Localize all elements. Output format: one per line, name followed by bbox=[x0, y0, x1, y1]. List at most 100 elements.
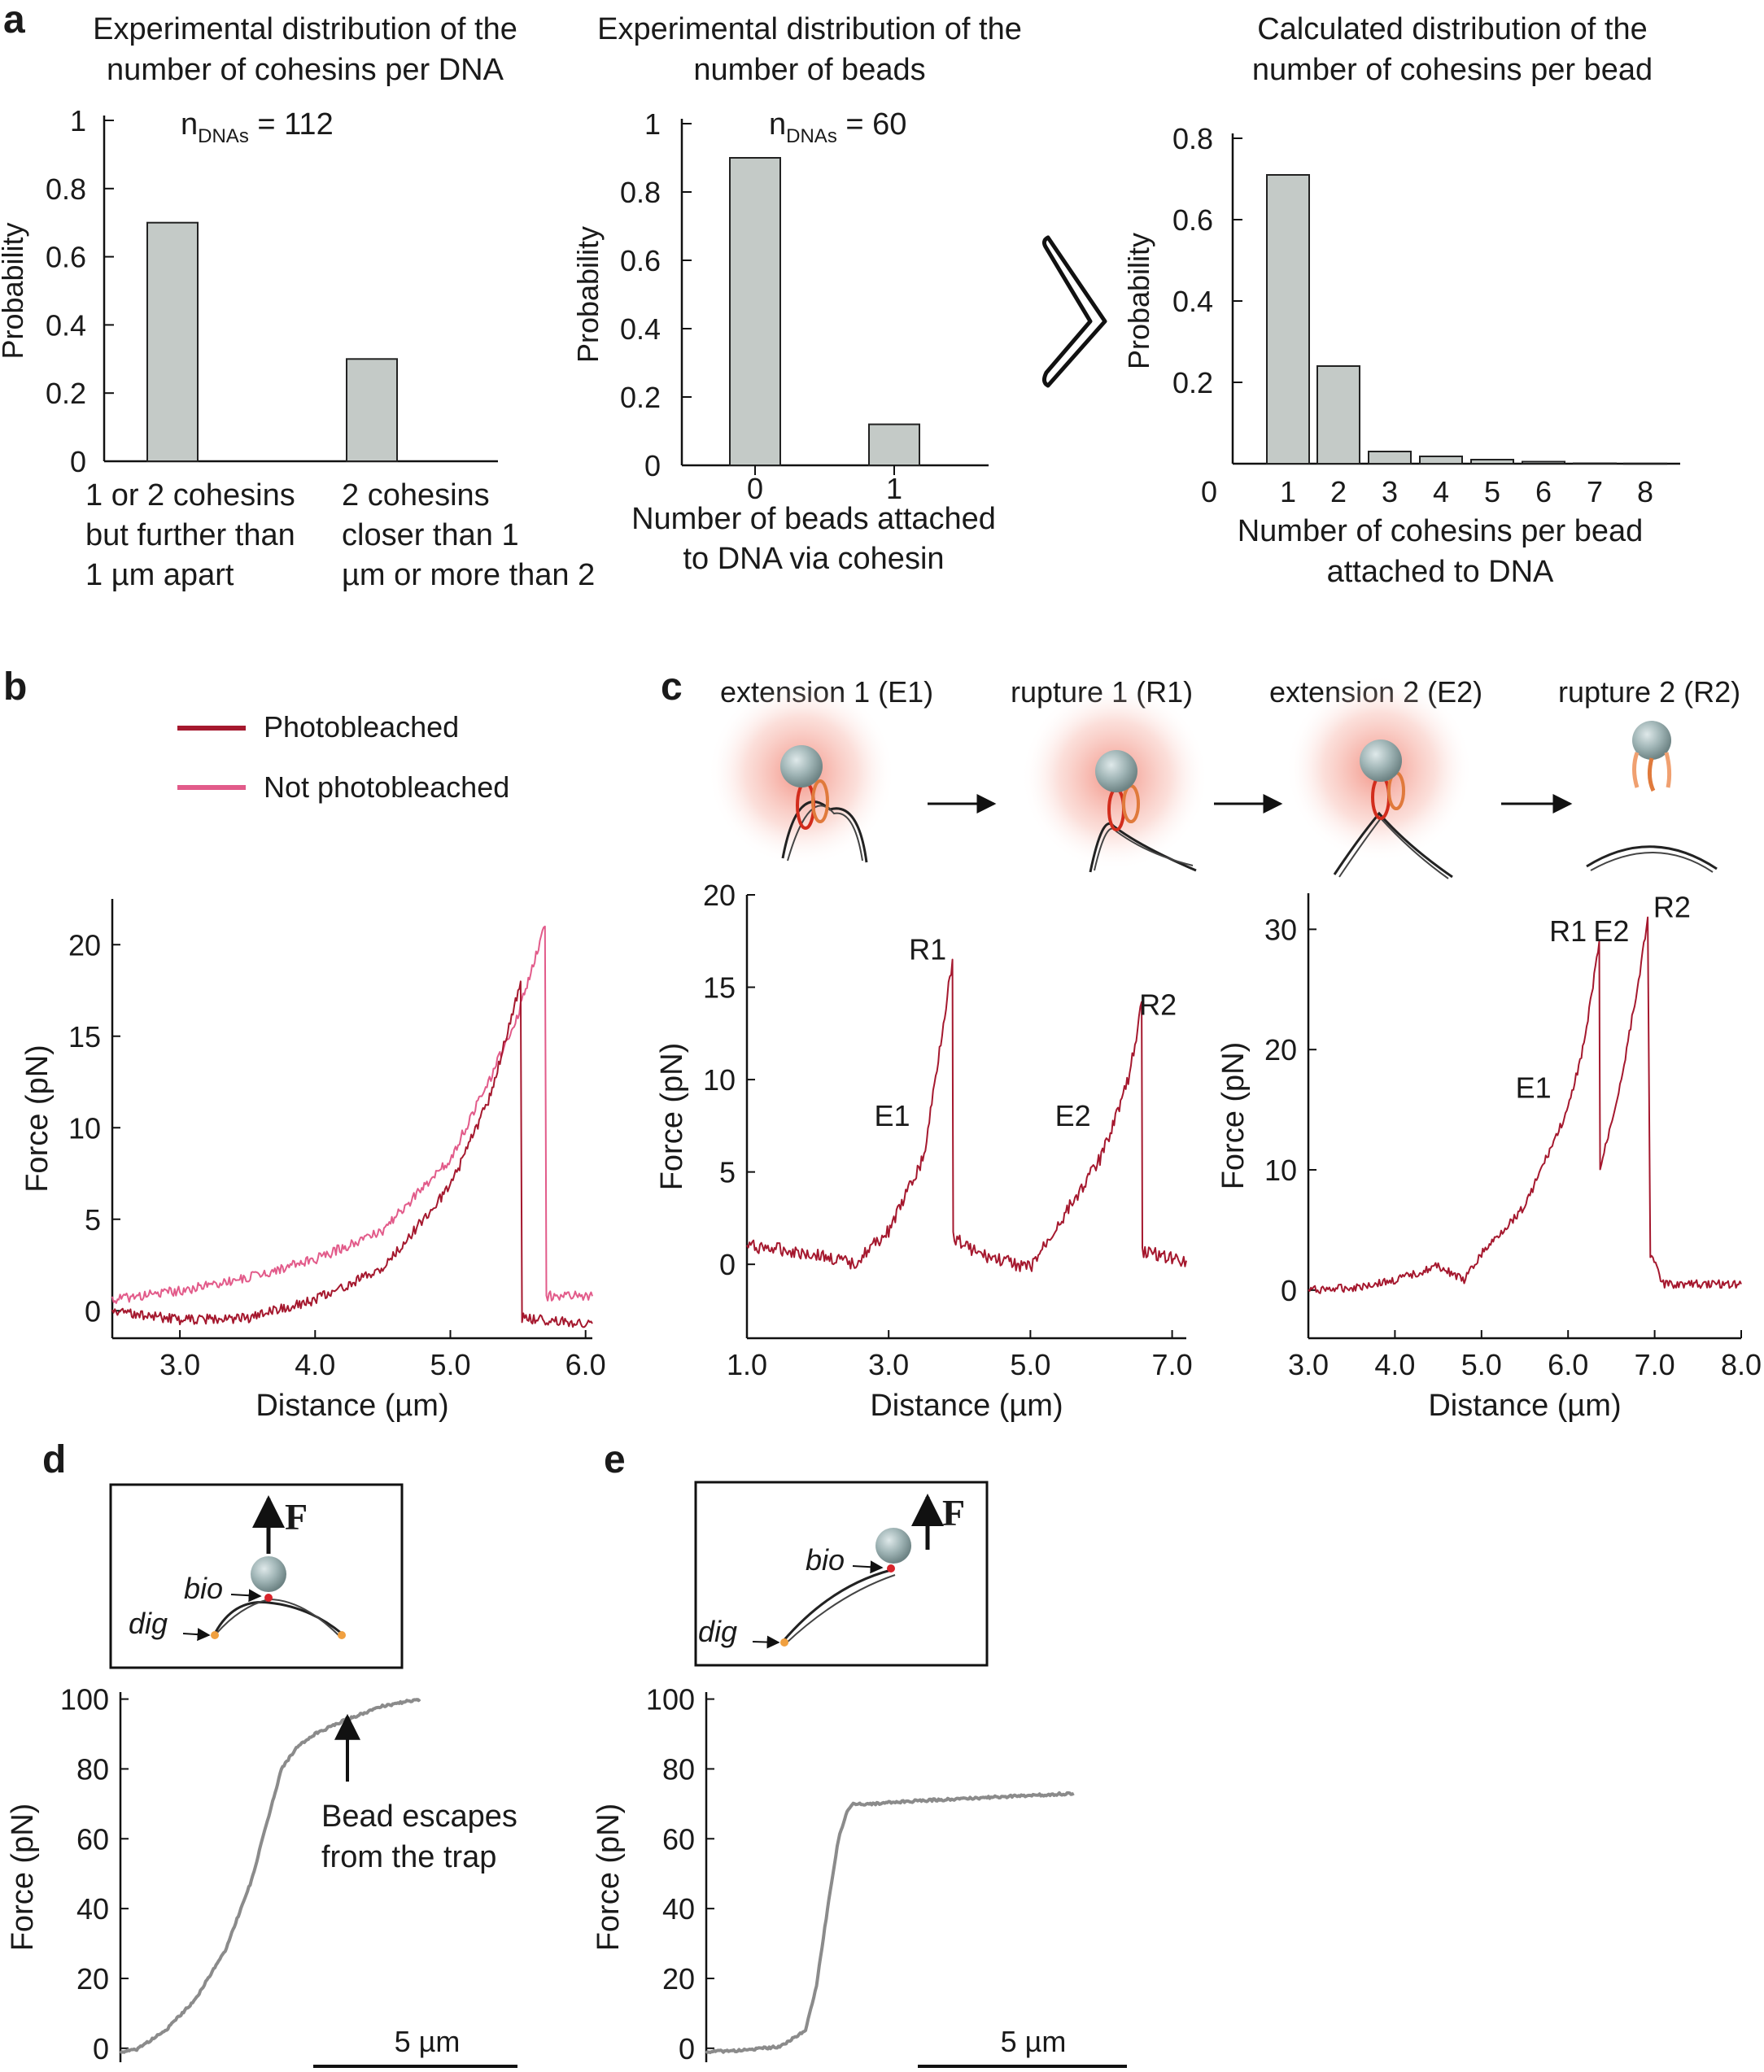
x-tick-label-c1-3: 7.0 bbox=[1152, 1348, 1193, 1381]
legend-label-photobleached: Photobleached bbox=[264, 710, 459, 744]
y-tick-label-a3-3: 0.8 bbox=[1172, 122, 1213, 155]
bar-a1-0 bbox=[146, 221, 199, 462]
bead-d bbox=[251, 1556, 286, 1592]
y-tick-label-c2-1: 10 bbox=[1264, 1154, 1297, 1187]
dna-r2 bbox=[1586, 845, 1718, 870]
bead-e2 bbox=[1360, 739, 1402, 782]
bar-a3-6 bbox=[1573, 462, 1617, 465]
x-tick-label-c1-1: 3.0 bbox=[868, 1348, 909, 1381]
x-category-a1-1-0: 2 cohesins bbox=[342, 478, 490, 513]
x-tick-label-c2-3: 6.0 bbox=[1548, 1348, 1588, 1381]
x-axis-label-a3-1: attached to DNA bbox=[1327, 555, 1554, 589]
y-axis-label-c1: Force (pN) bbox=[655, 1043, 689, 1191]
y-axis-label-d: Force (pN) bbox=[6, 1804, 40, 1952]
annotation-c1-2: E2 bbox=[1055, 1099, 1091, 1132]
y-tick-label-a1-0: 0 bbox=[70, 445, 86, 478]
x-tick-label-c1-0: 1.0 bbox=[727, 1348, 767, 1381]
bar-a1-1 bbox=[346, 358, 398, 462]
bead-e1 bbox=[780, 745, 823, 787]
series-b-1 bbox=[111, 980, 593, 1328]
annotation-c2-0: R1 bbox=[1549, 914, 1587, 948]
scalebar-label-e: 5 µm bbox=[1001, 2025, 1067, 2058]
chart-title-a2-1: number of beads bbox=[693, 53, 925, 87]
x-tick-label-a3-0: 1 bbox=[1280, 475, 1296, 508]
y-tick-label-d-5: 100 bbox=[60, 1683, 109, 1716]
bar-a3-2 bbox=[1368, 451, 1412, 465]
y-axis-label-a1: Probability bbox=[0, 222, 29, 359]
y-tick-label-a2-1: 0.2 bbox=[620, 381, 661, 414]
x-category-a1-1-1: closer than 1 bbox=[342, 518, 519, 552]
bio-pointer-d bbox=[230, 1589, 262, 1603]
x-axis-label-c1: Distance (µm) bbox=[870, 1389, 1063, 1423]
bar-a2-1 bbox=[868, 423, 920, 466]
x-axis-label-a2-1: to DNA via cohesin bbox=[683, 542, 944, 576]
biotin-dot-d bbox=[264, 1594, 273, 1602]
y-tick-label-a2-4: 0.8 bbox=[620, 176, 661, 209]
y-tick-label-a2-0: 0 bbox=[644, 449, 661, 482]
force-label-e: F bbox=[942, 1492, 965, 1533]
y-tick-label-e-5: 100 bbox=[646, 1683, 695, 1716]
y-axis-label-a2: Probability bbox=[571, 226, 605, 363]
y-tick-label-e-2: 40 bbox=[662, 1892, 695, 1926]
escape-annotation-0: Bead escapes bbox=[321, 1799, 517, 1834]
series-e-0 bbox=[705, 1791, 1075, 2055]
bead-e bbox=[875, 1528, 911, 1564]
dna-e-b bbox=[785, 1574, 896, 1644]
schematic-d: F bio dig bbox=[109, 1483, 404, 1669]
chart-beads-distribution: Experimental distribution of the number o… bbox=[571, 12, 1022, 576]
annotation-c2-1: E2 bbox=[1593, 914, 1629, 948]
annotation-c2-2: R2 bbox=[1653, 891, 1691, 924]
bar-a2-0 bbox=[729, 157, 781, 466]
dig-dot-d-right bbox=[338, 1631, 346, 1639]
dig-label-d: dig bbox=[129, 1607, 168, 1640]
y-tick-label-a1-4: 0.8 bbox=[46, 172, 86, 206]
y-tick-label-d-3: 60 bbox=[76, 1822, 109, 1856]
x-category-a1-0-0: 1 or 2 cohesins bbox=[85, 478, 295, 513]
y-tick-label-c1-2: 10 bbox=[703, 1063, 736, 1097]
bar-a3-5 bbox=[1522, 460, 1565, 465]
y-tick-label-b-3: 15 bbox=[68, 1020, 101, 1053]
annotation-c1-3: R2 bbox=[1139, 988, 1177, 1022]
x-tick-label-a3-2: 3 bbox=[1382, 475, 1398, 508]
dna-r2-b bbox=[1590, 852, 1714, 873]
y-tick-label-c1-1: 5 bbox=[719, 1156, 736, 1189]
x-tick-label-a3-1: 2 bbox=[1330, 475, 1347, 508]
y-tick-label-a1-2: 0.4 bbox=[46, 308, 86, 342]
y-tick-label-d-0: 0 bbox=[93, 2032, 109, 2065]
y-tick-label-b-4: 20 bbox=[68, 928, 101, 962]
dig-dot-d-left bbox=[211, 1631, 219, 1639]
y-tick-label-a1-3: 0.6 bbox=[46, 241, 86, 274]
y-tick-label-a1-1: 0.2 bbox=[46, 377, 86, 410]
cohesin-ring-e1-b bbox=[811, 779, 829, 823]
x-zero-label-a3: 0 bbox=[1201, 475, 1217, 508]
chart-force-photobleaching: 0 5 10 15 20 3.0 4.0 5.0 6.0 Distance (µm) Force (… bbox=[20, 899, 606, 1423]
dig-pointer-d bbox=[182, 1628, 211, 1642]
x-tick-label-c2-4: 7.0 bbox=[1635, 1348, 1675, 1381]
bar-a3-1 bbox=[1316, 365, 1360, 465]
y-tick-label-d-2: 40 bbox=[76, 1892, 109, 1926]
y-axis-label-a3: Probability bbox=[1122, 233, 1155, 369]
force-label-d: F bbox=[285, 1496, 308, 1538]
x-tick-label-c2-5: 8.0 bbox=[1721, 1348, 1762, 1381]
cohesin-r2-c bbox=[1664, 752, 1672, 788]
x-tick-label-c1-2: 5.0 bbox=[1010, 1348, 1050, 1381]
bio-label-d: bio bbox=[184, 1572, 223, 1605]
bar-a3-4 bbox=[1470, 459, 1514, 465]
y-axis-label-b: Force (pN) bbox=[20, 1045, 55, 1193]
x-axis-label-b: Distance (µm) bbox=[255, 1389, 448, 1423]
panel-label-c: c bbox=[661, 665, 683, 709]
y-tick-label-c2-3: 30 bbox=[1264, 913, 1297, 946]
dna-r1-b bbox=[1094, 827, 1194, 871]
dna-e1-b bbox=[787, 805, 863, 862]
y-tick-label-a3-0: 0.2 bbox=[1172, 366, 1213, 399]
chart-cohesins-per-dna: Experimental distribution of the number o… bbox=[0, 12, 595, 592]
dna-e bbox=[781, 1568, 892, 1642]
cohesin-r2-b bbox=[1647, 757, 1656, 792]
x-tick-label-c2-2: 5.0 bbox=[1461, 1348, 1502, 1381]
panel-label-b: b bbox=[3, 665, 27, 709]
x-tick-label-a3-3: 4 bbox=[1433, 475, 1449, 508]
x-tick-label-a3-7: 8 bbox=[1637, 475, 1653, 508]
dna-e2 bbox=[1333, 811, 1453, 879]
schematic-c: extension 1 (E1) rupture 1 (R1) extensio… bbox=[708, 675, 1740, 879]
